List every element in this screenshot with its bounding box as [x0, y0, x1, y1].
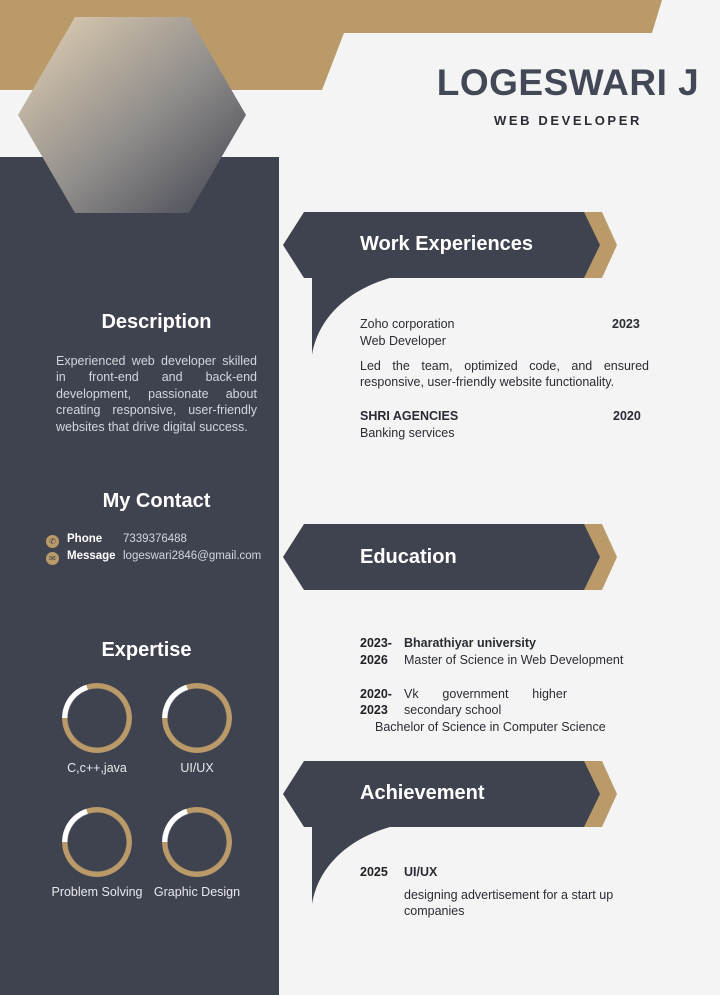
description-text: Experienced web developer skilled in fro…: [56, 354, 257, 434]
phone-icon: ✆: [46, 535, 59, 548]
edu-2-year-end: 2023: [360, 703, 388, 717]
achievement-title: Achievement: [360, 782, 485, 804]
job-1-company: Zoho corporation: [360, 317, 455, 331]
expertise-title: Expertise: [101, 639, 192, 661]
achievement-banner: [283, 761, 617, 904]
edu-2-institution-line1: Vk government higher: [404, 687, 567, 701]
candidate-name: LOGESWARI J: [436, 62, 700, 103]
contact-phone-value: 7339376488: [123, 533, 187, 545]
candidate-role: WEB DEVELOPER: [494, 113, 642, 128]
contact-email-row: ✉ Message logeswari2846@gmail.com: [46, 550, 270, 580]
sidebar-background: [0, 157, 279, 995]
achievement-name: UI/UX: [404, 865, 438, 879]
skill-label-graphic-design: Graphic Design: [153, 885, 241, 899]
skill-ring-c-cpp-java: [62, 683, 132, 753]
edu-2-degree: Bachelor of Science in Computer Science: [375, 720, 606, 734]
contact-phone-row: ✆ Phone 7339376488: [46, 533, 270, 549]
edu-2-institution-line2: secondary school: [404, 703, 502, 717]
skill-ring-problem-solving: [62, 807, 132, 877]
skill-label-ui-ux: UI/UX: [180, 761, 214, 775]
job-2-company: SHRI AGENCIES: [360, 409, 459, 423]
skill-ring-graphic-design: [162, 807, 232, 877]
job-1-details: Led the team, optimized code, and ensure…: [360, 359, 649, 390]
description-title: Description: [101, 311, 212, 333]
job-1-year: 2023: [612, 317, 640, 331]
skill-label-c-cpp-java: C,c++,java: [67, 761, 127, 775]
contact-title: My Contact: [102, 490, 211, 512]
achievement-year: 2025: [360, 865, 388, 879]
profile-hexagon: [18, 17, 246, 213]
skill-label-problem-solving: Problem Solving: [51, 885, 143, 899]
contact-email-value: logeswari2846@gmail.com: [123, 550, 262, 562]
edu-1-year-end: 2026: [360, 653, 388, 667]
job-1-position: Web Developer: [360, 334, 446, 348]
edu-1-degree: Master of Science in Web Development: [404, 653, 624, 667]
achievement-details: designing advertisement for a start up c…: [404, 888, 614, 919]
contact-phone-label: Phone: [67, 533, 103, 545]
contact-email-label: Message: [67, 550, 116, 562]
education-banner: [283, 524, 617, 590]
education-title: Education: [360, 546, 457, 568]
edu-2-year-start: 2020-: [360, 687, 392, 701]
work-title: Work Experiences: [360, 233, 534, 255]
skill-ring-ui-ux: [162, 683, 232, 753]
job-2-year: 2020: [613, 409, 641, 423]
work-banner: [283, 212, 617, 355]
edu-1-institution: Bharathiyar university: [404, 636, 536, 650]
mail-icon: ✉: [46, 552, 59, 565]
edu-1-year-start: 2023-: [360, 636, 392, 650]
job-2-position: Banking services: [360, 426, 455, 440]
